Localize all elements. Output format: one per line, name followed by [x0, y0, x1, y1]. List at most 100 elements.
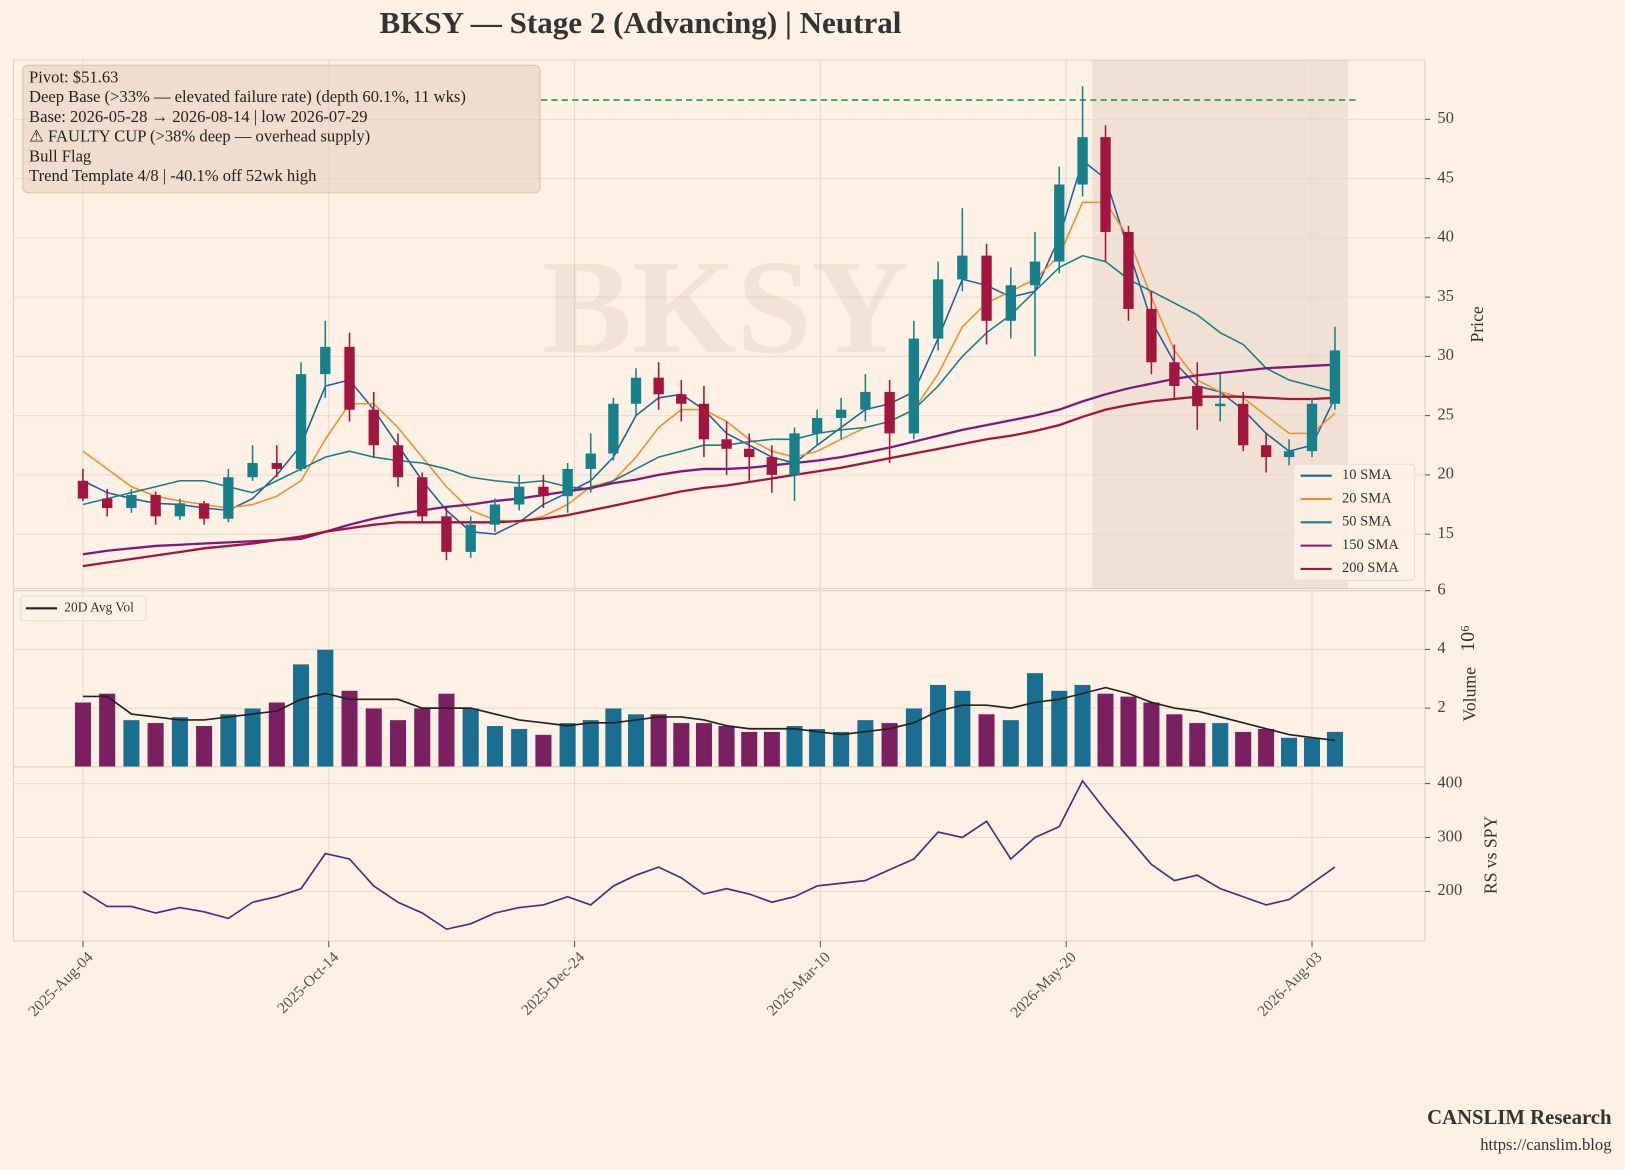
y-tick-label: 35	[1437, 286, 1454, 305]
y-tick-label: 25	[1437, 404, 1454, 423]
candle-body	[1005, 285, 1016, 321]
annotation-box	[22, 64, 541, 194]
volume-bar	[437, 693, 456, 768]
candle-body	[368, 409, 379, 446]
legend-label: 150 SMA	[1342, 537, 1399, 553]
panel-frame	[12, 59, 1426, 590]
volume-bar	[1026, 672, 1044, 768]
volume-bar	[413, 707, 431, 768]
candle-body	[835, 409, 847, 418]
volume-bar	[1002, 719, 1020, 768]
volume-bar	[604, 707, 622, 768]
candle-body	[513, 486, 525, 505]
volume-bar	[953, 690, 971, 768]
volume-bar	[1188, 722, 1206, 768]
candle-body	[766, 457, 778, 475]
candle-body	[908, 338, 920, 434]
candle-body	[198, 503, 210, 519]
legend-label: 50 SMA	[1342, 514, 1392, 530]
candle-body	[1077, 137, 1088, 185]
volume-bar	[929, 684, 947, 768]
y-tick-label: 300	[1437, 826, 1462, 845]
candle-body	[247, 463, 258, 478]
volume-bar	[1303, 737, 1321, 768]
volume-bar	[740, 731, 758, 768]
candle-body	[932, 279, 944, 339]
legend-box	[20, 595, 147, 622]
y-tick-label: 200	[1437, 880, 1462, 899]
candle-body	[698, 403, 710, 440]
candle-body	[538, 486, 549, 497]
volume-bar	[74, 702, 92, 768]
candle-body	[1146, 308, 1157, 363]
y-axis-label: RS vs SPY	[1480, 816, 1500, 895]
volume-bar	[195, 725, 213, 768]
candle-body	[1215, 403, 1226, 407]
rs-line	[82, 779, 1336, 931]
candle-body	[721, 439, 732, 449]
y-tick-label: 400	[1437, 772, 1462, 791]
legend-label: 20D Avg Vol	[64, 599, 134, 614]
candle-body	[126, 495, 137, 509]
y-tick-label: 50	[1437, 108, 1454, 127]
volume-bar	[695, 722, 713, 768]
volume-bar	[122, 719, 140, 768]
volume-bar	[1096, 693, 1115, 768]
volume-bar	[650, 713, 668, 768]
volume-bar	[808, 728, 826, 768]
candle-body	[465, 524, 476, 552]
volume-bar	[763, 731, 781, 768]
x-tick-label: 2025-Oct-14	[274, 949, 342, 1017]
candle-body	[77, 480, 89, 499]
candle-body	[1192, 385, 1203, 407]
volume-bar	[1074, 684, 1092, 768]
volume-bar	[292, 663, 310, 768]
candle-body	[811, 417, 823, 434]
volume-bar	[462, 707, 480, 768]
candle-body	[392, 445, 404, 478]
x-tick-label: 2025-Aug-04	[25, 949, 96, 1020]
candle-body	[320, 346, 331, 375]
volume-bar	[1280, 737, 1298, 768]
annotation-line: Trend Template 4/8 | -40.1% off 52wk hig…	[29, 166, 317, 185]
volume-bar	[171, 716, 189, 768]
candle-body	[653, 377, 664, 395]
candle-body	[1306, 403, 1318, 452]
candle-body	[1169, 362, 1180, 386]
volume-bar	[147, 722, 165, 768]
x-tick-label: 2026-Aug-03	[1254, 949, 1325, 1020]
volume-bar	[1257, 728, 1275, 768]
candle-body	[271, 463, 282, 469]
volume-bar	[881, 722, 899, 768]
sma-line	[82, 363, 1335, 556]
volume-bar	[534, 734, 552, 768]
volume-bar	[672, 722, 690, 768]
candle-body	[860, 391, 871, 410]
footer-brand: CANSLIM Research	[1427, 1107, 1612, 1129]
volume-bar	[340, 690, 359, 768]
volume-bar	[582, 719, 600, 768]
footer-url: https://canslim.blog	[1480, 1135, 1611, 1154]
annotation-line: ⚠ FAULTY CUP (>38% deep — overhead suppl…	[29, 127, 370, 146]
candle-body	[981, 255, 992, 321]
avg-volume-line	[82, 686, 1336, 742]
candle-body	[417, 477, 428, 517]
volume-bar	[98, 693, 116, 768]
candle-body	[1054, 184, 1065, 262]
y-axis-label: Volume	[1460, 667, 1480, 722]
candle-body	[1029, 261, 1041, 286]
sma-line	[82, 395, 1335, 568]
candle-body	[1283, 451, 1295, 458]
candle-body	[676, 394, 687, 404]
candle-body	[223, 477, 234, 519]
legend-label: 200 SMA	[1342, 560, 1399, 576]
volume-bar	[365, 707, 383, 768]
volume-bar	[316, 649, 334, 768]
volume-bar	[486, 725, 504, 768]
annotation-line: Pivot: $51.63	[29, 68, 118, 87]
panel-frame	[12, 766, 1426, 942]
candle-body	[884, 391, 895, 434]
volume-bar	[219, 713, 237, 768]
annotation-line: Base: 2026-05-28 → 2026-08-14 | low 2026…	[29, 107, 368, 126]
volume-bar	[785, 725, 804, 768]
